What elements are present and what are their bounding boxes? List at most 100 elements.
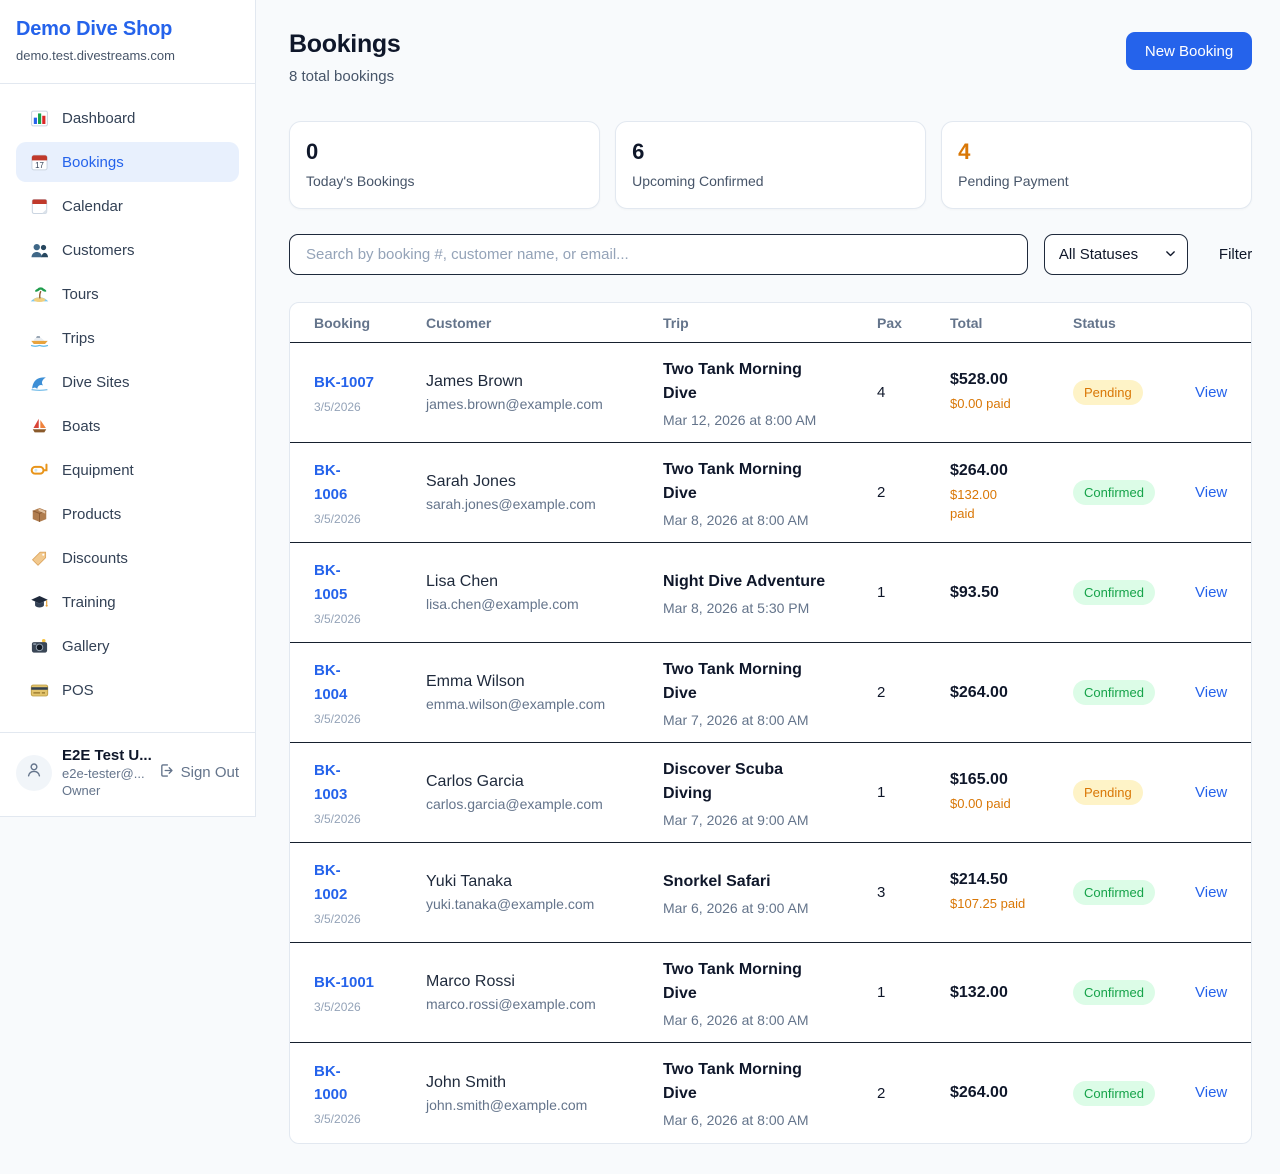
view-link[interactable]: View [1195, 583, 1228, 601]
customer-email: lisa.chen@example.com [426, 596, 579, 612]
sidebar: Demo Dive Shop demo.test.divestreams.com… [0, 0, 256, 817]
sidebar-item-products[interactable]: Products [16, 494, 239, 534]
status-badge: Pending [1073, 380, 1143, 405]
view-link[interactable]: View [1195, 883, 1228, 901]
view-link[interactable]: View [1195, 1084, 1228, 1101]
view-link[interactable]: View [1195, 383, 1228, 401]
sign-out-label: Sign Out [180, 764, 239, 781]
customer-email: yuki.tanaka@example.com [426, 896, 595, 912]
sidebar-item-dashboard[interactable]: Dashboard [16, 98, 239, 138]
booking-id-link[interactable]: BK-1004 [314, 662, 348, 703]
trip-name: Two Tank Morning Dive [663, 360, 802, 402]
sailboat-icon [30, 417, 49, 436]
bar-chart-icon [30, 109, 49, 128]
user-email: e2e-tester@... [62, 766, 145, 781]
view-link[interactable]: View [1195, 983, 1228, 1001]
total-cell: $264.00 $132.00 paid [950, 462, 1073, 524]
trip-name: Two Tank Morning Dive [663, 1061, 802, 1102]
booking-id-link[interactable]: BK-1003 [314, 762, 348, 803]
booking-id-link[interactable]: BK-1005 [314, 562, 348, 603]
view-link[interactable]: View [1195, 783, 1228, 801]
total-cell: $132.00 [950, 984, 1073, 1002]
sidebar-item-bookings[interactable]: 17 Bookings [16, 142, 239, 182]
booking-cell: BK-1002 3/5/2026 [314, 859, 426, 926]
stat-value: 6 [632, 139, 645, 164]
trip-cell: Night Dive Adventure Mar 8, 2026 at 5:30 … [663, 570, 877, 616]
customer-name: Lisa Chen [426, 573, 499, 590]
column-header-trip: Trip [663, 314, 689, 331]
page-header: Bookings 8 total bookings New Booking [289, 30, 1253, 85]
sidebar-item-pos[interactable]: POS [16, 670, 239, 710]
table-row: BK-1007 3/5/2026 James Brown james.brown@ex… [290, 343, 1252, 443]
total-cell: $264.00 [950, 684, 1073, 702]
filter-button[interactable]: Filter [1218, 246, 1253, 263]
sidebar-item-tours[interactable]: Tours [16, 274, 239, 314]
view-link[interactable]: View [1195, 483, 1228, 501]
sidebar-item-discounts[interactable]: Discounts [16, 538, 239, 578]
sidebar-item-equipment[interactable]: Equipment [16, 450, 239, 490]
booking-id-link[interactable]: BK-1006 [314, 462, 348, 503]
stat-label: Upcoming Confirmed [632, 173, 764, 189]
stat-label: Pending Payment [958, 173, 1069, 189]
sidebar-item-label: Bookings [62, 153, 124, 171]
sidebar-item-label: Customers [62, 241, 135, 259]
sign-out-button[interactable]: Sign Out [158, 762, 239, 783]
sidebar-item-label: Calendar [62, 197, 123, 215]
new-booking-button[interactable]: New Booking [1125, 32, 1253, 70]
column-header-total: Total [950, 314, 983, 331]
booking-id-link[interactable]: BK-1001 [314, 973, 375, 991]
table-header-row: Booking Customer Trip Pax Total Status [290, 303, 1252, 343]
status-badge: Confirmed [1073, 580, 1155, 605]
page-title: Bookings [289, 30, 401, 58]
customer-email: sarah.jones@example.com [426, 496, 596, 512]
booking-date: 3/5/2026 [314, 611, 361, 626]
booking-id-link[interactable]: BK-1002 [314, 862, 348, 903]
column-header-pax: Pax [877, 314, 902, 331]
trip-datetime: Mar 7, 2026 at 8:00 AM [663, 711, 809, 728]
sidebar-item-training[interactable]: Training [16, 582, 239, 622]
sidebar-footer: E2E Test U... e2e-tester@... Owner Sign … [0, 732, 255, 816]
sidebar-item-gallery[interactable]: Gallery [16, 626, 239, 666]
trip-cell: Two Tank Morning Dive Mar 8, 2026 at 8:00… [663, 458, 877, 528]
page-header-text: Bookings 8 total bookings [289, 30, 401, 85]
sidebar-item-dive-sites[interactable]: Dive Sites [16, 362, 239, 402]
shop-title: Demo Dive Shop [16, 18, 173, 40]
sidebar-nav: Dashboard 17 Bookings Calendar Customers Tour… [0, 84, 255, 724]
pax-cell: 1 [877, 784, 886, 801]
customer-name: James Brown [426, 373, 523, 390]
sidebar-item-customers[interactable]: Customers [16, 230, 239, 270]
booking-cell: BK-1005 3/5/2026 [314, 559, 426, 626]
pax-cell: 2 [877, 684, 886, 701]
view-link[interactable]: View [1195, 683, 1228, 701]
status-cell: Confirmed [1073, 1080, 1195, 1106]
status-select[interactable]: All Statuses [1043, 234, 1188, 275]
total-amount: $132.00 [950, 983, 1008, 1001]
status-cell: Confirmed [1073, 580, 1195, 605]
sidebar-item-calendar[interactable]: Calendar [16, 186, 239, 226]
stat-card-todays-bookings: 0 Today's Bookings [289, 121, 601, 209]
trip-name: Two Tank Morning Dive [663, 960, 802, 1002]
paid-amount: $132.00 paid [950, 486, 997, 522]
table-row: BK-1003 3/5/2026 Carlos Garcia carlos.garci… [290, 743, 1252, 843]
trip-name: Two Tank Morning Dive [663, 660, 802, 702]
booking-id-link[interactable]: BK-1007 [314, 373, 375, 391]
status-cell: Confirmed [1073, 880, 1195, 905]
svg-text:17: 17 [35, 160, 44, 169]
trip-cell: Snorkel Safari Mar 6, 2026 at 9:00 AM [663, 870, 877, 916]
booking-id-link[interactable]: BK-1000 [314, 1062, 348, 1103]
trip-cell: Two Tank Morning Dive Mar 6, 2026 at 8:00… [663, 1058, 877, 1128]
sidebar-item-label: Equipment [62, 461, 134, 479]
sidebar-item-boats[interactable]: Boats [16, 406, 239, 446]
speedboat-icon [30, 329, 49, 348]
status-badge: Confirmed [1073, 480, 1155, 505]
booking-date: 3/5/2026 [314, 511, 361, 526]
graduation-cap-icon [30, 593, 49, 612]
table-row: BK-1002 3/5/2026 Yuki Tanaka yuki.tanaka@ex… [290, 843, 1252, 943]
sidebar-item-trips[interactable]: Trips [16, 318, 239, 358]
pax-cell: 2 [877, 1084, 886, 1102]
trip-name: Night Dive Adventure [663, 572, 826, 590]
search-input[interactable] [289, 234, 1028, 275]
stat-label: Today's Bookings [306, 173, 415, 189]
booking-date: 3/5/2026 [314, 811, 361, 826]
customer-email: john.smith@example.com [426, 1096, 588, 1113]
